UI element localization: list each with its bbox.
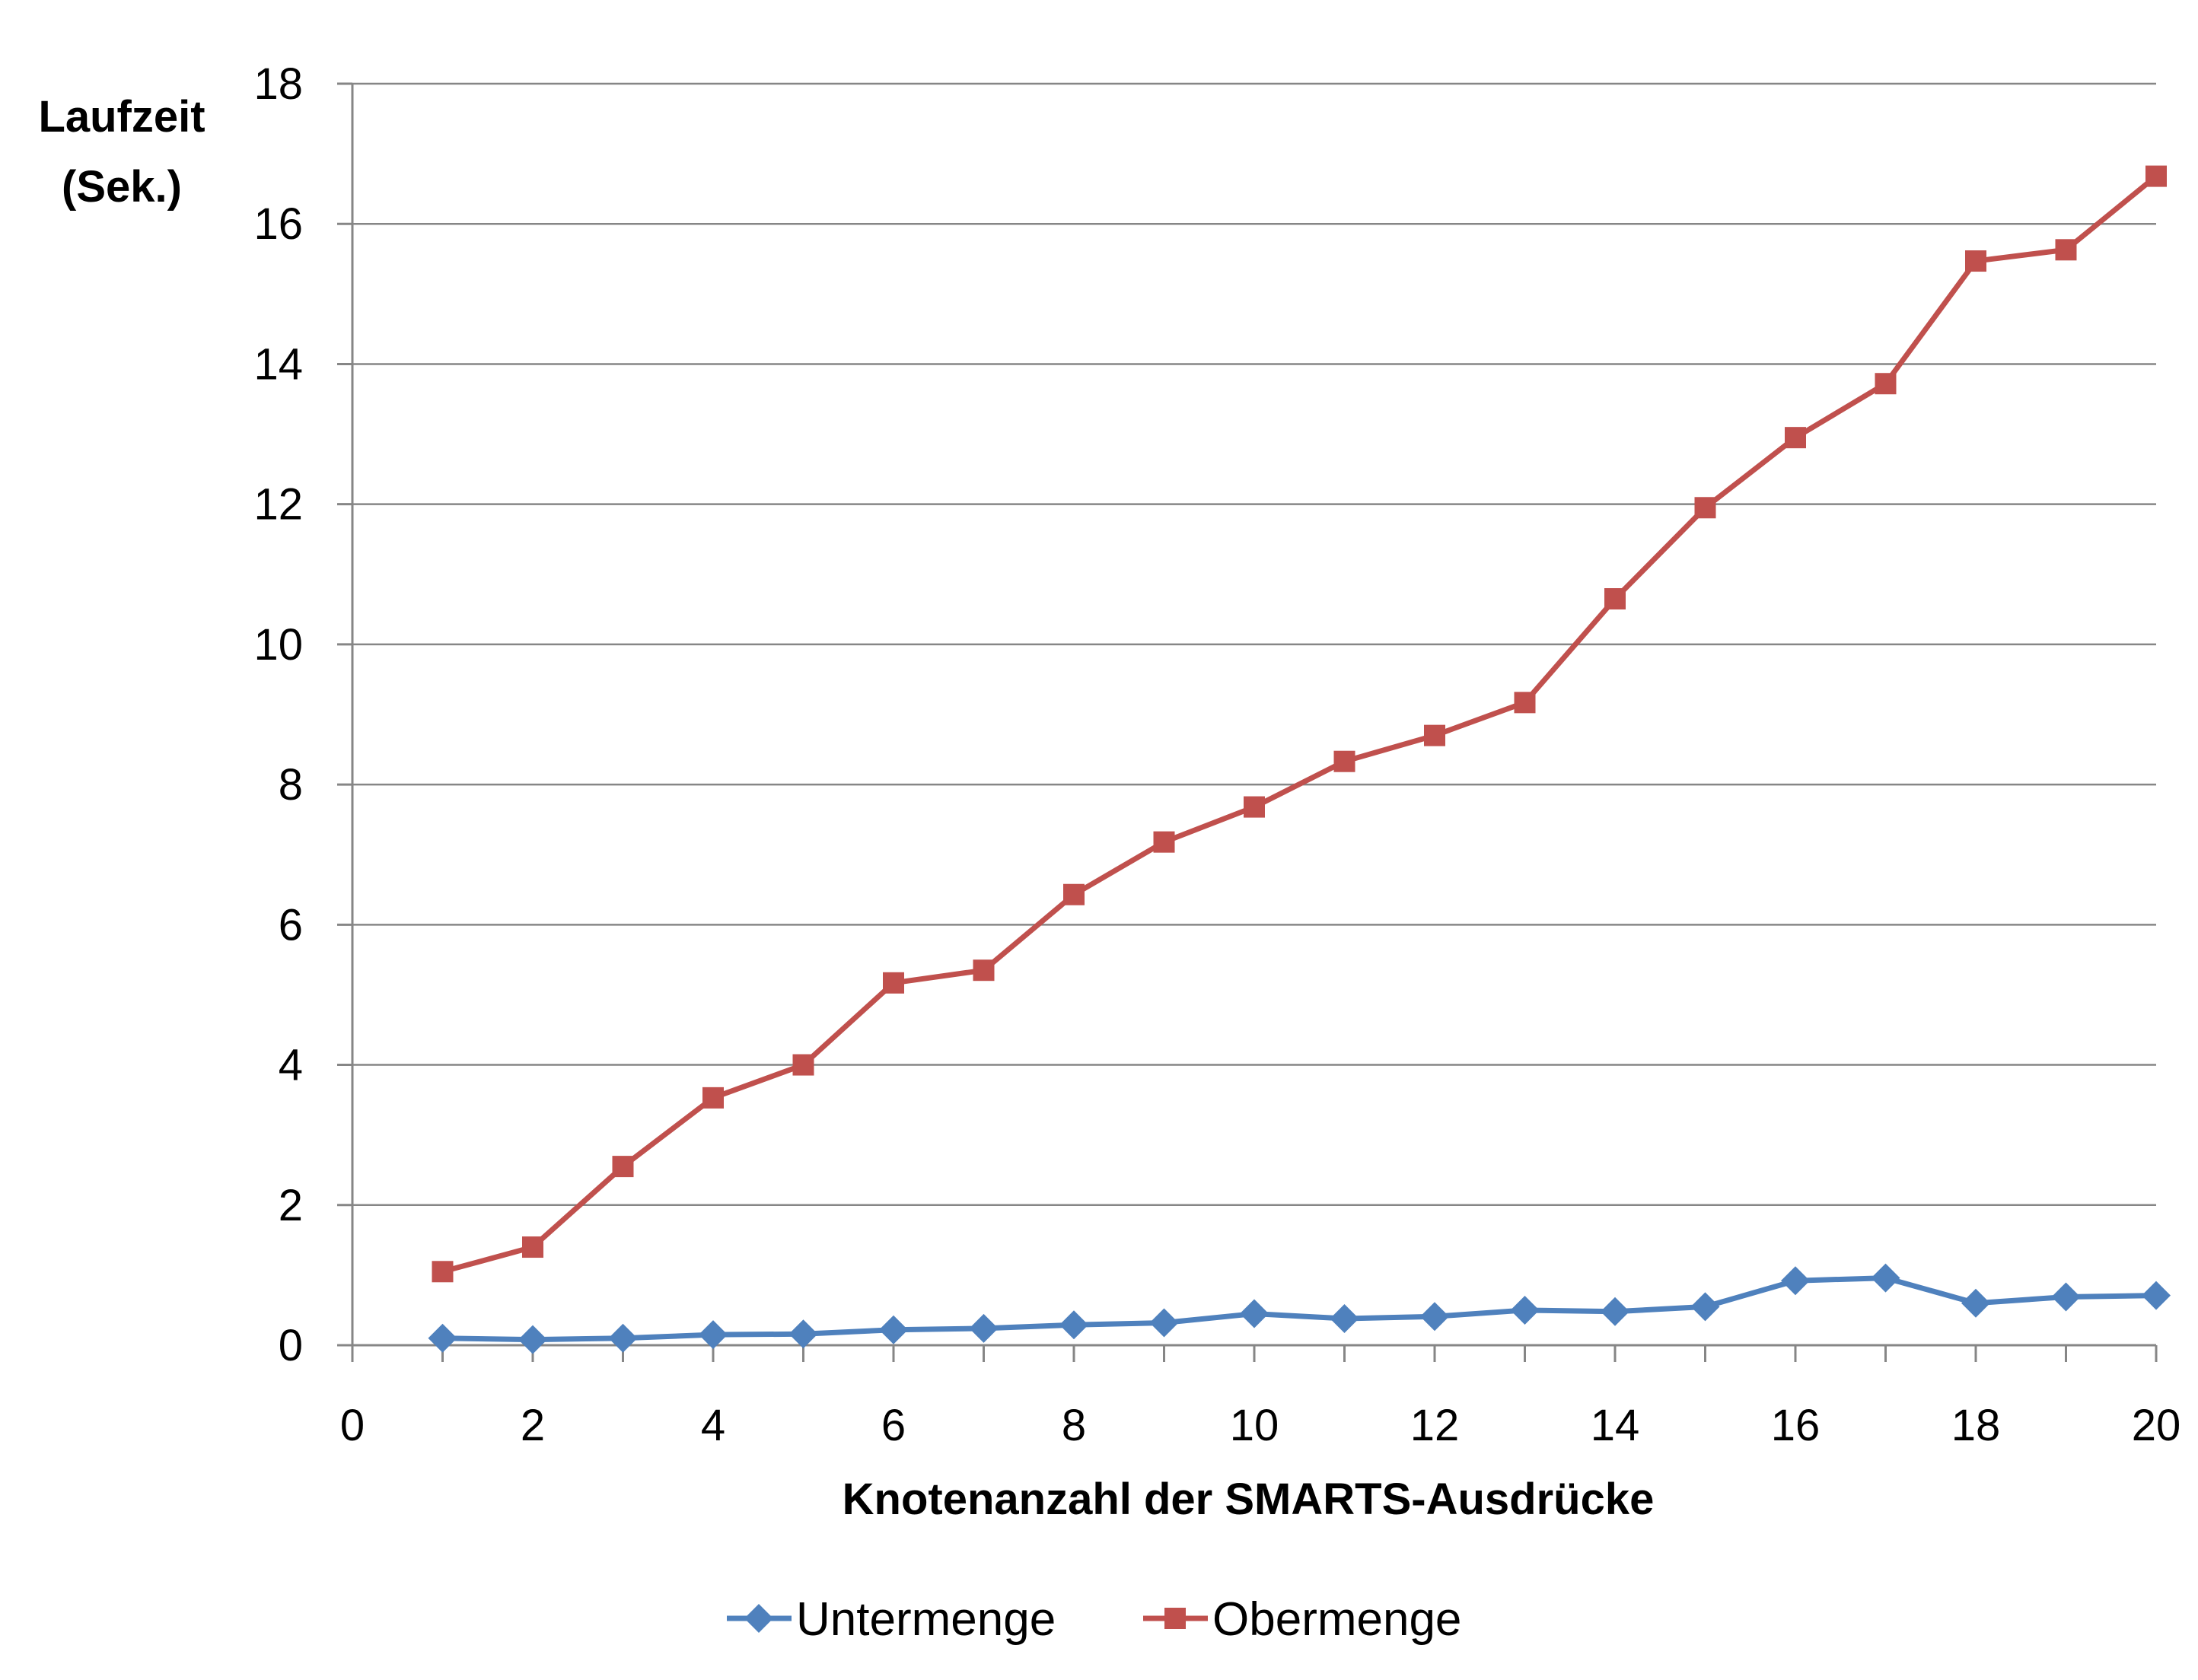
y-tick-label: 10 (253, 620, 303, 670)
data-point-obermenge-19 (2055, 239, 2077, 261)
tick-labels: 0 2 4 6 8 10 12 14 16 18 0 2 4 6 8 10 12 14 16 18 20 (253, 59, 2180, 1450)
data-point-untermenge-16 (1781, 1266, 1810, 1296)
data-point-obermenge-2 (522, 1236, 543, 1258)
data-point-obermenge-4 (702, 1087, 724, 1109)
series-untermenge (428, 1263, 2171, 1354)
data-point-untermenge-12 (1420, 1302, 1449, 1332)
x-tick-label: 14 (1591, 1401, 1640, 1450)
data-point-untermenge-18 (1961, 1288, 1990, 1318)
data-point-untermenge-13 (1510, 1295, 1540, 1325)
data-point-obermenge-12 (1424, 724, 1445, 746)
axes (337, 82, 2158, 1362)
data-point-untermenge-14 (1601, 1297, 1629, 1326)
series-line-obermenge (440, 173, 2159, 1274)
data-point-obermenge-18 (1965, 250, 1986, 272)
data-point-obermenge-6 (883, 972, 904, 994)
y-axis-title-line-1: Laufzeit (38, 92, 205, 142)
data-point-obermenge-5 (792, 1054, 814, 1076)
legend-label: Untermenge (796, 1593, 1056, 1646)
data-point-obermenge-9 (1153, 831, 1175, 853)
data-point-obermenge-1 (432, 1261, 454, 1283)
series-line-untermenge (440, 1275, 2159, 1343)
data-point-untermenge-6 (879, 1315, 908, 1344)
data-point-untermenge-17 (1871, 1263, 1900, 1293)
x-tick-label: 0 (340, 1401, 365, 1450)
y-tick-label: 16 (253, 199, 303, 249)
x-axis-title: Knotenanzahl der SMARTS-Ausdrücke (843, 1475, 1655, 1524)
data-point-untermenge-9 (1149, 1308, 1179, 1338)
legend-marker (1164, 1608, 1186, 1629)
y-tick-label: 12 (253, 480, 303, 530)
y-tick-label: 2 (279, 1181, 303, 1230)
x-tick-label: 16 (1771, 1401, 1821, 1450)
y-tick-label: 6 (279, 900, 303, 950)
x-tick-label: 10 (1230, 1401, 1279, 1450)
x-tick-label: 18 (1951, 1401, 2001, 1450)
legend-item-obermenge: Obermenge (1143, 1593, 1461, 1646)
data-point-obermenge-7 (973, 959, 995, 982)
data-point-obermenge-8 (1063, 883, 1085, 905)
legend: Untermenge Obermenge (727, 1593, 1461, 1646)
series-obermenge (432, 165, 2167, 1283)
y-tick-label: 4 (279, 1041, 303, 1090)
data-point-untermenge-2 (518, 1325, 547, 1354)
data-point-obermenge-11 (1333, 750, 1355, 772)
data-point-untermenge-15 (1690, 1292, 1720, 1322)
data-point-untermenge-11 (1330, 1303, 1359, 1333)
data-point-untermenge-7 (969, 1313, 999, 1343)
data-point-untermenge-3 (608, 1323, 638, 1353)
legend-label: Obermenge (1212, 1593, 1461, 1646)
data-point-obermenge-3 (612, 1156, 634, 1178)
data-point-untermenge-20 (2142, 1281, 2171, 1310)
legend-item-untermenge: Untermenge (727, 1593, 1056, 1646)
x-tick-label: 6 (881, 1401, 906, 1450)
axis-titles: Laufzeit (Sek.) Knotenanzahl der SMARTS-… (38, 92, 1654, 1524)
y-tick-label: 0 (279, 1321, 303, 1370)
data-point-obermenge-20 (2145, 165, 2167, 187)
gridlines (352, 82, 2156, 1207)
data-point-obermenge-14 (1604, 588, 1626, 610)
data-point-obermenge-17 (1875, 373, 1897, 395)
data-point-untermenge-1 (428, 1323, 457, 1353)
x-tick-label: 8 (1062, 1401, 1086, 1450)
data-point-obermenge-10 (1244, 796, 1265, 818)
x-tick-label: 4 (701, 1401, 725, 1450)
x-tick-label: 20 (2132, 1401, 2181, 1450)
data-point-obermenge-16 (1785, 427, 1806, 449)
y-tick-label: 14 (253, 339, 303, 389)
data-point-obermenge-13 (1514, 692, 1536, 714)
data-point-untermenge-8 (1059, 1310, 1088, 1340)
y-tick-label: 18 (253, 59, 303, 109)
series (428, 165, 2171, 1354)
x-tick-label: 2 (521, 1401, 545, 1450)
data-point-untermenge-5 (788, 1319, 818, 1349)
legend-marker (744, 1604, 773, 1633)
data-point-untermenge-19 (2051, 1282, 2081, 1312)
y-tick-label: 8 (279, 760, 303, 810)
data-point-untermenge-4 (699, 1320, 728, 1350)
y-axis-title-line-2: (Sek.) (62, 162, 182, 212)
data-point-obermenge-15 (1694, 497, 1716, 519)
x-tick-label: 12 (1410, 1401, 1460, 1450)
data-point-untermenge-10 (1240, 1299, 1269, 1328)
